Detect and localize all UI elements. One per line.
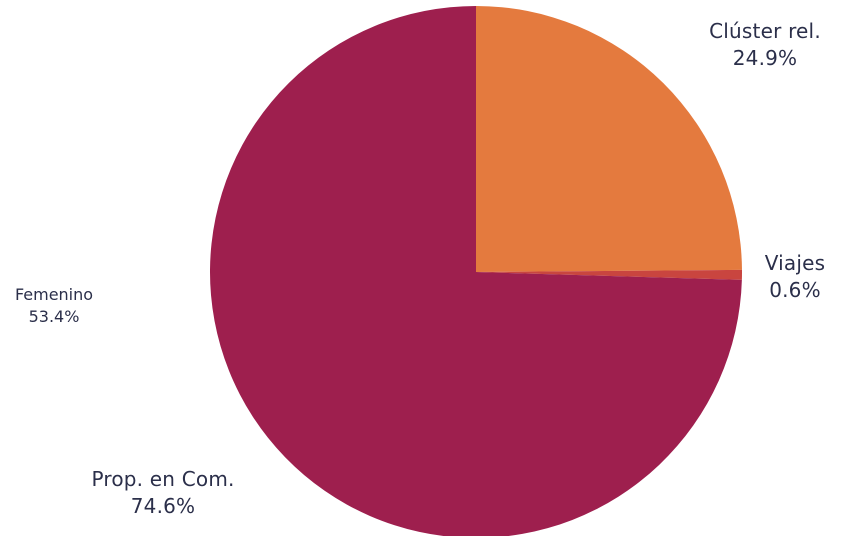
extra-name-femenino: Femenino bbox=[14, 285, 94, 304]
slice-label-viajes: Viajes 0.6% bbox=[745, 250, 845, 304]
slice-name-cluster: Clúster rel. bbox=[709, 19, 821, 43]
slice-value-viajes: 0.6% bbox=[769, 278, 821, 302]
extra-label-femenino: Femenino 53.4% bbox=[4, 284, 104, 327]
pie-slices bbox=[210, 6, 742, 536]
slice-value-prop: 74.6% bbox=[130, 494, 196, 518]
slice-value-cluster: 24.9% bbox=[732, 46, 798, 70]
slice-prop bbox=[210, 6, 742, 536]
slice-viajes bbox=[476, 269, 742, 280]
slice-name-viajes: Viajes bbox=[764, 251, 826, 275]
extra-value-femenino: 53.4% bbox=[28, 306, 80, 326]
slice-cluster bbox=[476, 6, 742, 272]
slice-label-prop: Prop. en Com. 74.6% bbox=[68, 466, 258, 520]
slice-name-prop: Prop. en Com. bbox=[91, 467, 235, 491]
slice-label-cluster: Clúster rel. 24.9% bbox=[690, 18, 840, 72]
